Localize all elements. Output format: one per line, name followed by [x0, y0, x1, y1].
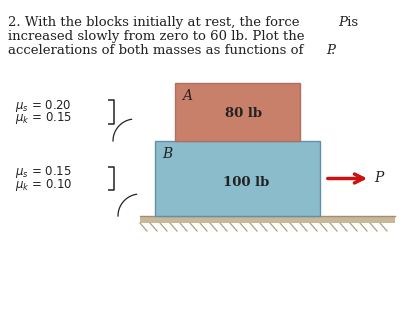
Bar: [175, 83, 300, 141]
Text: increased slowly from zero to 60 lb. Plot the: increased slowly from zero to 60 lb. Plo…: [8, 30, 304, 43]
Text: P: P: [326, 44, 335, 57]
Text: 100 lb: 100 lb: [223, 176, 269, 189]
Bar: [140, 216, 395, 223]
Text: $\mu_s$ = 0.20: $\mu_s$ = 0.20: [15, 98, 71, 114]
Text: 80 lb: 80 lb: [225, 107, 263, 120]
Text: $\mu_k$ = 0.10: $\mu_k$ = 0.10: [15, 177, 72, 193]
Text: A: A: [182, 89, 192, 103]
Text: is: is: [343, 16, 358, 29]
Text: 2. With the blocks initially at rest, the force: 2. With the blocks initially at rest, th…: [8, 16, 304, 29]
Text: P: P: [374, 171, 383, 186]
Text: $\mu_k$ = 0.15: $\mu_k$ = 0.15: [15, 110, 72, 126]
Text: B: B: [162, 147, 172, 161]
Text: $\mu_s$ = 0.15: $\mu_s$ = 0.15: [15, 164, 72, 180]
Text: .: .: [331, 44, 335, 57]
Text: accelerations of both masses as functions of: accelerations of both masses as function…: [8, 44, 308, 57]
Bar: [155, 141, 320, 216]
Text: P: P: [338, 16, 347, 29]
